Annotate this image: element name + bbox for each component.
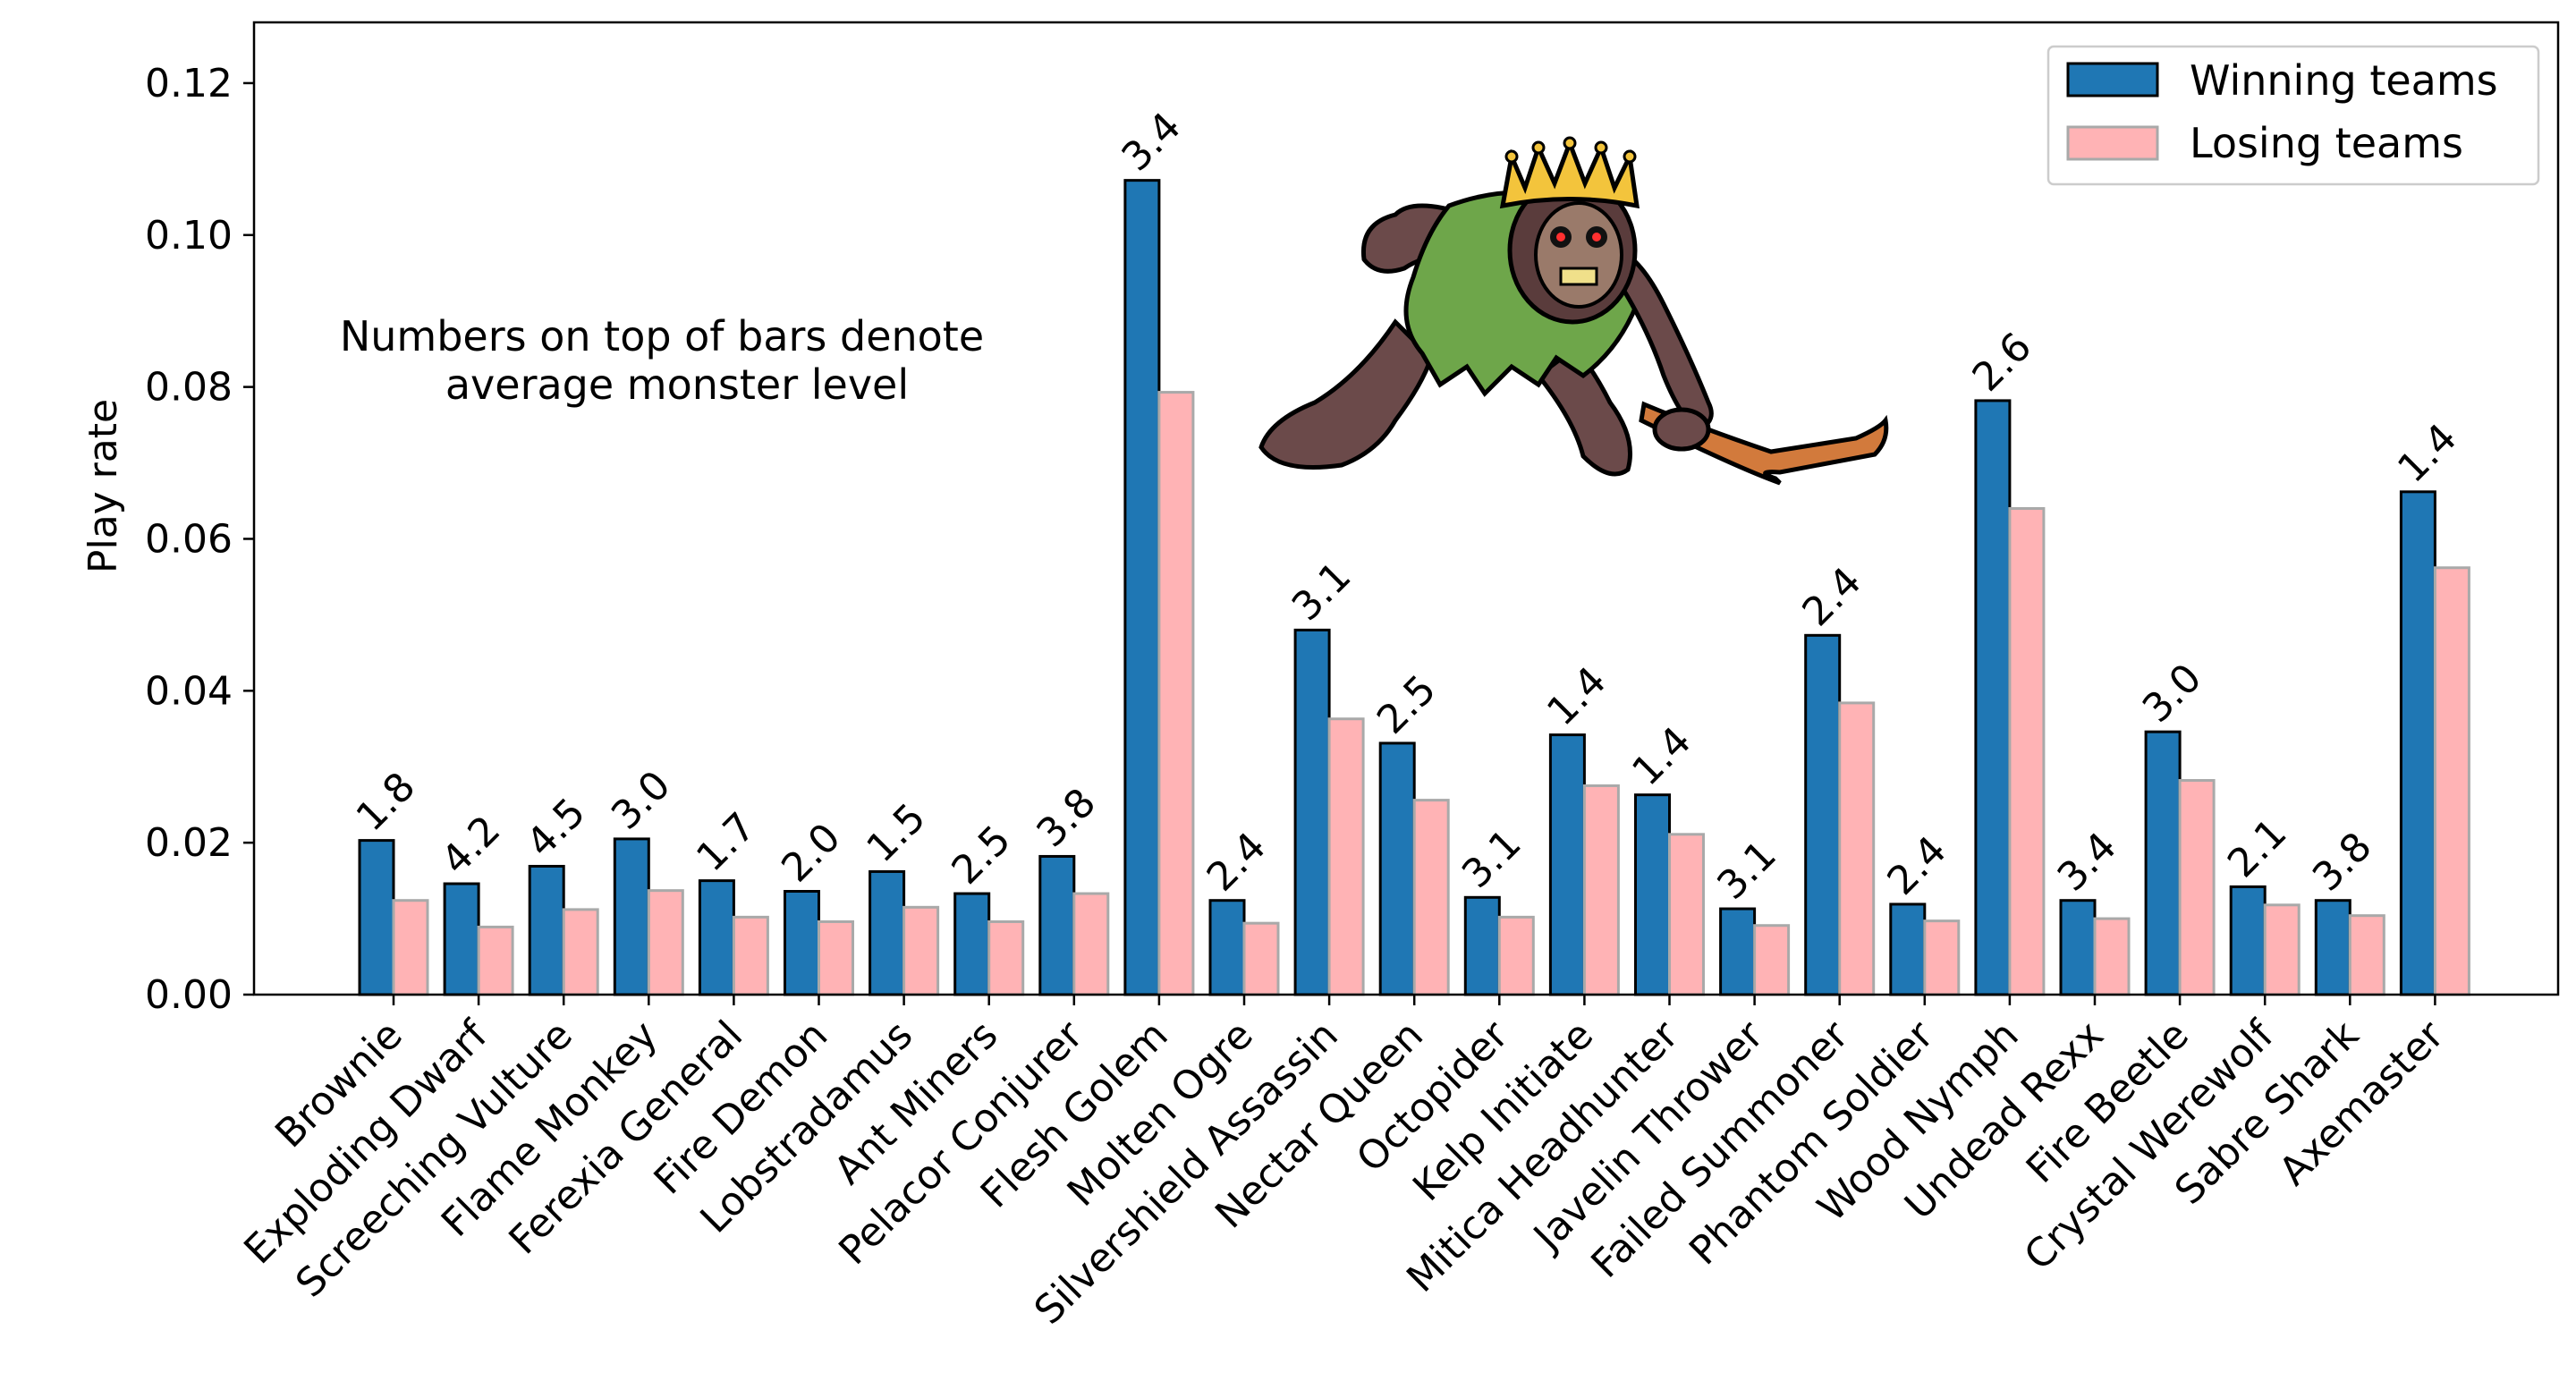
bar-losing (1582, 784, 1620, 996)
y-tick-label: 0.08 (145, 365, 233, 411)
bar-winning (2314, 899, 2351, 996)
bar-winning (1463, 895, 1501, 996)
bar-level-label: 3.0 (603, 762, 680, 839)
bar-winning (2229, 885, 2267, 996)
bar-losing (1668, 833, 1705, 996)
bar-winning (1038, 854, 1076, 996)
y-axis: 0.00 0.02 0.04 0.06 0.08 0.10 0.12 (145, 61, 254, 1018)
bar-winning (1123, 179, 1161, 996)
bar-winning (1634, 793, 1671, 996)
y-tick-label: 0.04 (145, 668, 233, 714)
bar-level-label: 3.4 (2049, 824, 2126, 901)
y-tick-label: 0.06 (145, 516, 233, 562)
bar-level-label: 1.7 (688, 804, 765, 881)
bar-winning (869, 869, 906, 996)
bar-level-label: 4.5 (518, 790, 595, 867)
bar-losing (562, 908, 599, 996)
bar-winning (1889, 902, 1927, 996)
bar-winning (1208, 899, 1246, 996)
bar-winning (2144, 730, 2182, 996)
bar-level-label: 2.5 (943, 817, 1020, 894)
y-axis-label: Play rate (80, 399, 126, 573)
bar-winning (1804, 633, 1842, 996)
bar-winning (953, 892, 991, 996)
bar-losing (2263, 903, 2301, 996)
bar-level-label: 2.5 (1368, 666, 1445, 743)
bar-level-label: 2.4 (1793, 559, 1870, 636)
bar-winning (2399, 490, 2436, 996)
legend-label-losing: Losing teams (2190, 119, 2463, 167)
annotation-line-2: average monster level (445, 360, 909, 409)
bar-level-label: 3.0 (2134, 655, 2211, 732)
y-tick-label: 0.02 (145, 820, 233, 866)
legend: Winning teams Losing teams (2046, 45, 2540, 186)
y-tick-label: 0.00 (145, 972, 233, 1018)
bar-losing (647, 889, 684, 996)
bar-winning (698, 879, 735, 996)
bar-level-label: 2.0 (773, 815, 850, 892)
bar-winning (1378, 741, 1416, 996)
bar-losing (1497, 915, 1535, 996)
bar-level-label: 2.4 (1199, 824, 1275, 901)
bar-winning (613, 837, 650, 996)
bar-losing (1157, 391, 1195, 996)
bar-winning (443, 882, 480, 996)
bar-winning (1719, 907, 1757, 996)
crowned-monkey-monster-icon (1258, 136, 1889, 486)
bar-level-label: 3.1 (1284, 554, 1360, 631)
bar-losing (732, 915, 769, 996)
bar-level-label: 3.1 (1453, 821, 1530, 898)
bar-level-label: 1.8 (348, 764, 425, 841)
bar-losing (2093, 917, 2131, 996)
bar-level-label: 3.8 (1029, 780, 1106, 857)
bar-level-label: 1.4 (1538, 658, 1615, 735)
bar-losing (1412, 799, 1450, 996)
bar-winning (358, 839, 395, 996)
bar-level-label: 3.4 (1114, 104, 1191, 181)
y-tick-label: 0.10 (145, 213, 233, 258)
bar-level-label: 1.4 (1623, 718, 1700, 795)
bar-winning (2059, 899, 2097, 996)
bar-winning (1293, 628, 1331, 996)
plot-frame (252, 21, 2560, 996)
legend-box (2046, 45, 2540, 186)
bar-losing (2178, 779, 2216, 996)
bar-level-label: 3.1 (1708, 832, 1785, 909)
bar-level-label: 2.6 (1964, 324, 2041, 401)
bar-level-label: 2.1 (2219, 810, 2296, 887)
bar-losing (1072, 892, 1110, 996)
bar-losing (2008, 507, 2046, 996)
bar-losing (2348, 914, 2385, 996)
bar-losing (2433, 566, 2470, 996)
bar-level-label: 1.5 (858, 795, 935, 872)
bar-level-label: 1.4 (2389, 415, 2466, 492)
bar-winning (528, 864, 565, 996)
bar-losing (818, 919, 854, 996)
bar-losing (392, 899, 429, 996)
bar-losing (1753, 924, 1791, 996)
bar-losing (1838, 701, 1876, 996)
bar-losing (1923, 919, 1961, 996)
legend-swatch-losing (2066, 125, 2159, 161)
bar-winning (784, 890, 820, 996)
bar-winning (1974, 399, 2012, 996)
bar-level-label: 4.2 (433, 807, 510, 884)
annotation: Numbers on top of bars denote average mo… (340, 312, 984, 409)
bar-losing (1327, 717, 1365, 996)
bar-losing (902, 905, 940, 996)
bar-losing (477, 925, 514, 996)
annotation-line-1: Numbers on top of bars denote (340, 312, 984, 360)
legend-label-winning: Winning teams (2190, 56, 2498, 105)
bar-level-label: 3.8 (2304, 824, 2381, 901)
y-tick-label: 0.12 (145, 61, 233, 106)
bars (358, 179, 2470, 996)
legend-swatch-winning (2066, 62, 2159, 97)
bar-winning (1548, 733, 1586, 996)
bar-losing (987, 919, 1025, 996)
bar-losing (1242, 921, 1280, 996)
bar-level-label: 2.4 (1879, 827, 1956, 904)
